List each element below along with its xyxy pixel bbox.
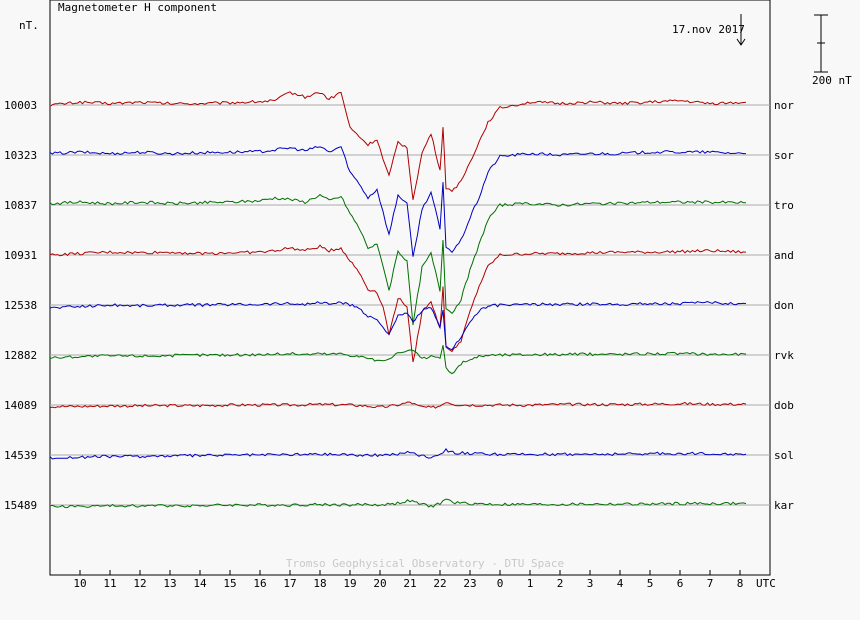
x-tick-label: 3 [587, 577, 594, 590]
x-tick-label: 19 [343, 577, 356, 590]
x-tick-label: 8 [737, 577, 744, 590]
x-tick-label: 1 [527, 577, 534, 590]
baseline-value-and: 10931 [4, 249, 37, 262]
scale-bar-label: 200 nT [812, 74, 852, 87]
trace-kar [49, 498, 747, 509]
chart-title: Magnetometer H component [58, 1, 217, 14]
station-label-rvk: rvk [774, 349, 794, 362]
station-label-dob: dob [774, 399, 794, 412]
station-label-sol: sol [774, 449, 794, 462]
x-tick-label: 4 [617, 577, 624, 590]
x-tick-label: 15 [223, 577, 236, 590]
x-tick-label: 14 [193, 577, 207, 590]
baseline-value-rvk: 12882 [4, 349, 37, 362]
station-label-don: don [774, 299, 794, 312]
baseline-value-sol: 14539 [4, 449, 37, 462]
baseline-value-sor: 10323 [4, 149, 37, 162]
trace-sor [49, 146, 746, 257]
x-tick-label: 20 [373, 577, 386, 590]
scale-bar [814, 14, 828, 73]
x-tick-label: 0 [497, 577, 504, 590]
x-tick-label: 7 [707, 577, 714, 590]
x-tick-label: 2 [557, 577, 564, 590]
baseline-value-don: 12538 [4, 299, 37, 312]
baseline-value-kar: 15489 [4, 499, 37, 512]
baseline-value-dob: 14089 [4, 399, 37, 412]
trace-and [49, 244, 747, 363]
trace-nor [49, 91, 747, 200]
station-label-kar: kar [774, 499, 794, 512]
station-label-nor: nor [774, 99, 794, 112]
x-tick-label: 21 [403, 577, 416, 590]
trace-sol [49, 448, 747, 460]
x-tick-label: 13 [163, 577, 176, 590]
baseline-value-tro: 10837 [4, 199, 37, 212]
date-label: 17.nov 2017 [672, 23, 745, 36]
watermark: Tromso Geophysical Observatory - DTU Spa… [286, 557, 564, 570]
x-tick-label: 10 [73, 577, 86, 590]
trace-rvk [49, 345, 747, 375]
baseline-value-nor: 10003 [4, 99, 37, 112]
x-tick-label: 22 [433, 577, 446, 590]
x-tick-label: 16 [253, 577, 266, 590]
x-tick-label: 11 [103, 577, 116, 590]
x-tick-label: 17 [283, 577, 296, 590]
trace-tro [49, 193, 746, 326]
x-tick-label: 5 [647, 577, 654, 590]
station-label-and: and [774, 249, 794, 262]
trace-don [49, 300, 747, 351]
x-tick-label: 23 [463, 577, 476, 590]
station-label-sor: sor [774, 149, 794, 162]
station-label-tro: tro [774, 199, 794, 212]
x-unit-label: UTC [756, 577, 776, 590]
x-tick-label: 18 [313, 577, 326, 590]
y-unit-label: nT. [19, 19, 39, 32]
trace-dob [49, 401, 747, 409]
date-arrow [736, 14, 746, 46]
x-tick-label: 12 [133, 577, 146, 590]
x-tick-label: 6 [677, 577, 684, 590]
